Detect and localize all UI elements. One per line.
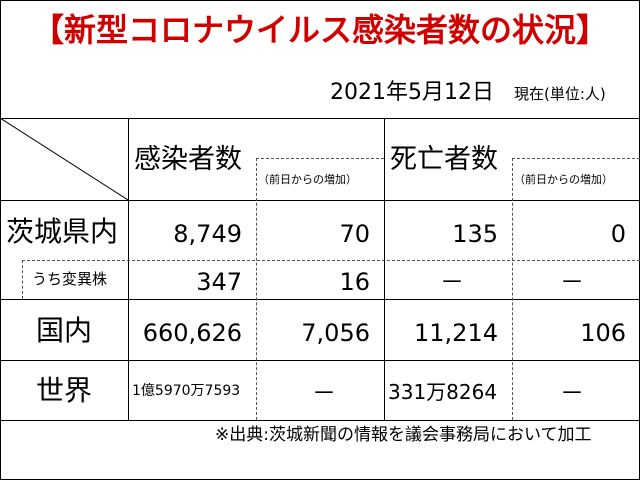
world-deaths: 331万8264 [388, 380, 498, 404]
ibaraki-infected: 8,749 [173, 220, 242, 248]
japan-infected: 660,626 [142, 319, 242, 347]
ibaraki-infected-change: 70 [339, 220, 370, 248]
row-divider-dashed [22, 260, 640, 261]
header-divider-dashed [256, 158, 384, 159]
row-divider [0, 360, 640, 361]
page-title: 【新型コロナウイルス感染者数の状況】 [31, 11, 608, 49]
unit-note: 現在(単位:人) [514, 85, 606, 103]
world-deaths-change: － [560, 379, 584, 407]
col-divider-dashed [512, 158, 513, 420]
col-divider [128, 118, 129, 420]
col-divider [384, 118, 385, 420]
stats-table: 感染者数 （前日からの増加） 死亡者数 （前日からの増加） 茨城県内 8,749… [0, 118, 640, 421]
ibaraki-deaths-change: 0 [610, 220, 626, 248]
header-divider-dashed [512, 158, 640, 159]
report-date: 2021年5月12日 [330, 80, 494, 105]
world-infected-change: － [312, 379, 336, 407]
world-infected: 1億5970万7593 [132, 383, 241, 399]
variant-deaths-change: － [560, 268, 584, 296]
table-border-top [0, 118, 640, 119]
col-divider-dashed [256, 158, 257, 420]
variant-infected: 347 [196, 268, 242, 296]
variant-infected-change: 16 [339, 268, 370, 296]
header-deaths: 死亡者数 [390, 144, 498, 175]
source-footnote: ※出典:茨城新聞の情報を議会事務局において加工 [215, 425, 592, 445]
japan-deaths: 11,214 [414, 319, 498, 347]
row-label-ibaraki: 茨城県内 [6, 215, 119, 248]
row-label-world: 世界 [36, 374, 93, 407]
row-divider [0, 200, 640, 201]
row-label-japan: 国内 [36, 314, 93, 347]
table-border-bottom [0, 420, 640, 421]
row-label-variant: うち変異株 [32, 270, 108, 288]
row-divider [0, 299, 640, 300]
ibaraki-deaths: 135 [452, 220, 498, 248]
header-infected-change: （前日からの増加） [258, 173, 357, 186]
corner-diagonal [0, 118, 129, 201]
header-infected: 感染者数 [134, 144, 242, 175]
japan-deaths-change: 106 [580, 319, 626, 347]
variant-deaths: － [440, 268, 464, 296]
sub-row-indent-line [22, 260, 23, 299]
japan-infected-change: 7,056 [301, 319, 370, 347]
header-deaths-change: （前日からの増加） [514, 173, 613, 186]
